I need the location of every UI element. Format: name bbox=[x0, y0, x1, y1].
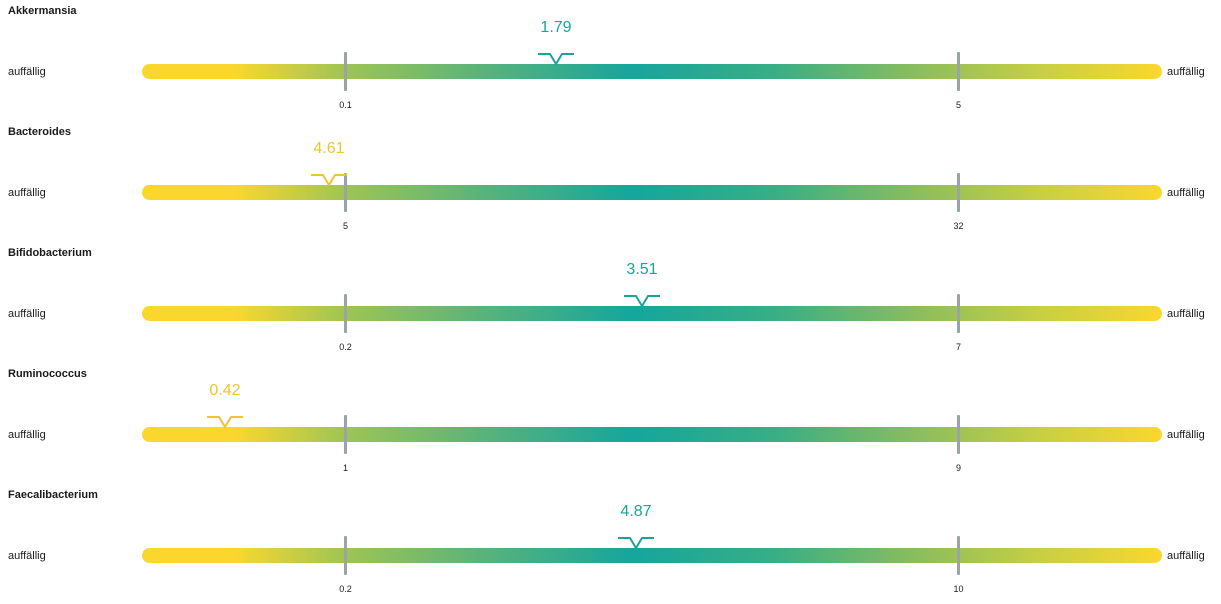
right-flag-label: auffällig bbox=[1167, 187, 1205, 199]
row-title: Bifidobacterium bbox=[8, 247, 92, 259]
high-tick-label: 10 bbox=[953, 584, 964, 594]
value-label: 1.79 bbox=[540, 19, 572, 36]
marker-row-faecalibacterium: Faecalibacterium auffällig 0.2 10 auffäl… bbox=[0, 484, 1221, 604]
range-bar bbox=[142, 427, 1162, 442]
left-flag-label: auffällig bbox=[8, 429, 46, 441]
value-marker: 0.42 bbox=[205, 382, 245, 430]
value-marker: 3.51 bbox=[622, 261, 662, 309]
right-flag-label: auffällig bbox=[1167, 308, 1205, 320]
marker-row-bacteroides: Bacteroides auffällig 5 32 auffällig 4.6… bbox=[0, 121, 1221, 241]
low-tick bbox=[344, 415, 347, 454]
pointer-icon bbox=[618, 537, 654, 549]
high-tick-label: 5 bbox=[955, 100, 962, 110]
high-tick bbox=[957, 415, 960, 454]
marker-row-akkermansia: Akkermansia auffällig 0.1 5 auffällig 1.… bbox=[0, 0, 1221, 120]
pointer-icon bbox=[207, 416, 243, 428]
value-label: 3.51 bbox=[626, 261, 658, 278]
right-flag-label: auffällig bbox=[1167, 66, 1205, 78]
row-title: Ruminococcus bbox=[8, 368, 87, 380]
pointer-icon bbox=[538, 53, 574, 65]
pointer-icon bbox=[624, 295, 660, 307]
low-tick bbox=[344, 294, 347, 333]
high-tick bbox=[957, 52, 960, 91]
low-tick bbox=[344, 173, 347, 212]
row-title: Bacteroides bbox=[8, 126, 71, 138]
high-tick bbox=[957, 536, 960, 575]
high-tick bbox=[957, 294, 960, 333]
low-tick-label: 0.2 bbox=[339, 342, 352, 352]
left-flag-label: auffällig bbox=[8, 187, 46, 199]
right-flag-label: auffällig bbox=[1167, 550, 1205, 562]
value-label: 4.87 bbox=[620, 503, 652, 520]
value-marker: 4.61 bbox=[309, 140, 349, 188]
range-bar bbox=[142, 64, 1162, 79]
low-tick bbox=[344, 536, 347, 575]
low-tick-label: 5 bbox=[342, 221, 349, 231]
left-flag-label: auffällig bbox=[8, 550, 46, 562]
value-marker: 1.79 bbox=[536, 19, 576, 67]
low-tick-label: 1 bbox=[342, 463, 349, 473]
left-flag-label: auffällig bbox=[8, 308, 46, 320]
value-marker: 4.87 bbox=[616, 503, 656, 551]
row-title: Faecalibacterium bbox=[8, 489, 98, 501]
pointer-icon bbox=[311, 174, 347, 186]
range-bar bbox=[142, 185, 1162, 200]
range-bar bbox=[142, 548, 1162, 563]
value-label: 4.61 bbox=[313, 140, 345, 157]
low-tick bbox=[344, 52, 347, 91]
low-tick-label: 0.2 bbox=[339, 584, 352, 594]
right-flag-label: auffällig bbox=[1167, 429, 1205, 441]
marker-row-ruminococcus: Ruminococcus auffällig 1 9 auffällig 0.4… bbox=[0, 363, 1221, 483]
row-title: Akkermansia bbox=[8, 5, 77, 17]
high-tick bbox=[957, 173, 960, 212]
low-tick-label: 0.1 bbox=[339, 100, 352, 110]
range-bar bbox=[142, 306, 1162, 321]
high-tick-label: 32 bbox=[953, 221, 964, 231]
value-label: 0.42 bbox=[209, 382, 241, 399]
left-flag-label: auffällig bbox=[8, 66, 46, 78]
high-tick-label: 9 bbox=[955, 463, 962, 473]
marker-row-bifidobacterium: Bifidobacterium auffällig 0.2 7 auffälli… bbox=[0, 242, 1221, 362]
high-tick-label: 7 bbox=[955, 342, 962, 352]
